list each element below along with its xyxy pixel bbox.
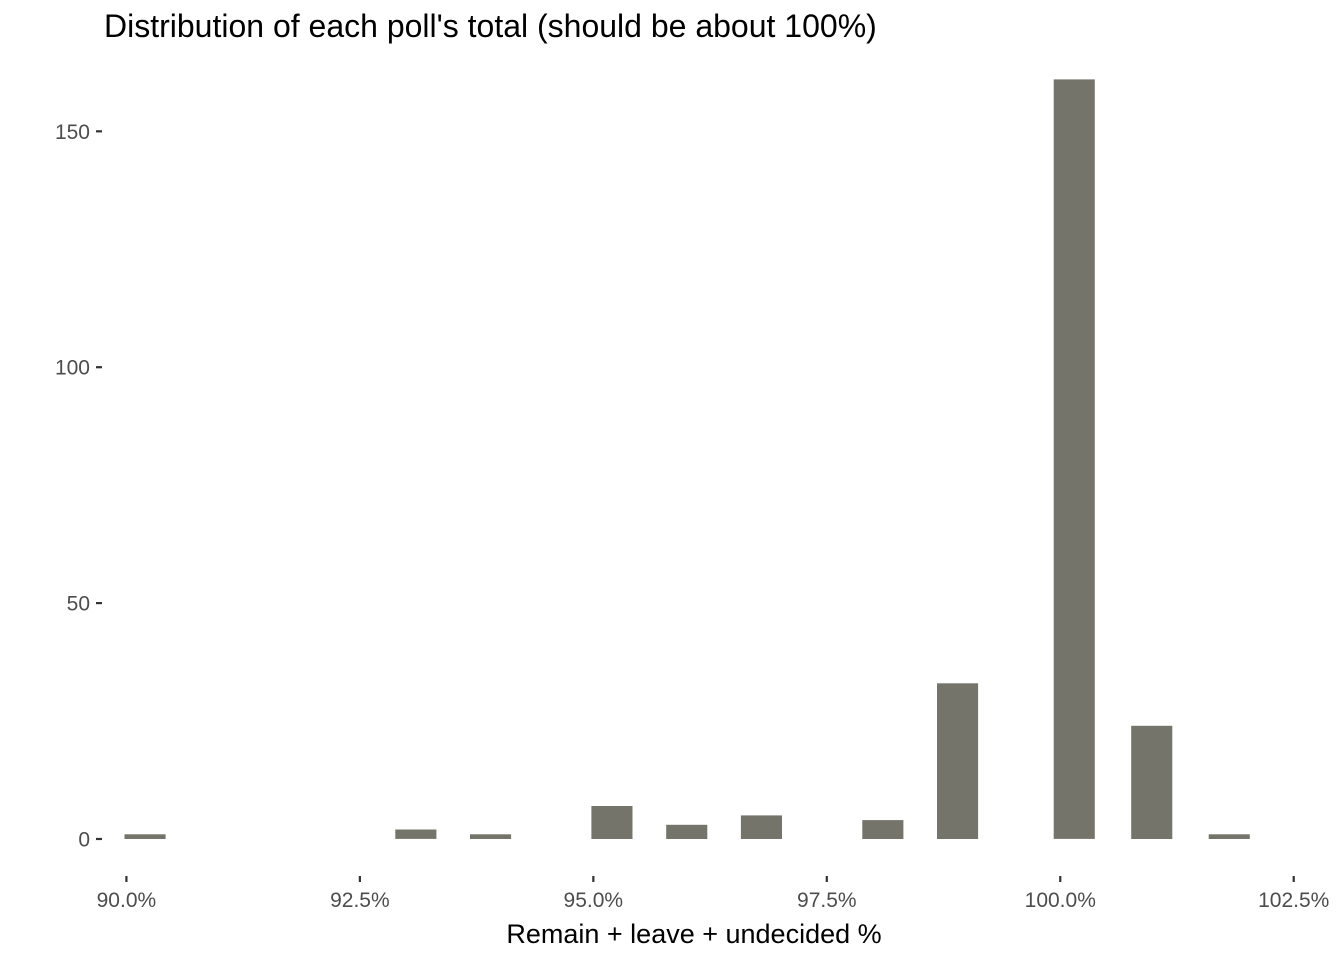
histogram-bar [124,834,166,839]
x-axis-title: Remain + leave + undecided % [506,919,881,949]
y-tick-label: 0 [78,828,90,851]
y-tick-label: 150 [55,121,90,144]
histogram-bar [591,806,633,839]
histogram-bar [1131,725,1173,839]
histogram-bar [937,683,979,839]
x-tick-label: 90.0% [97,889,157,912]
histogram-bar [666,824,708,839]
histogram-bar [470,834,512,839]
x-tick-label: 92.5% [330,889,390,912]
histogram-bar [740,815,782,839]
chart-title: Distribution of each poll's total (shoul… [104,8,877,44]
histogram-bar [862,820,904,839]
x-tick-label: 97.5% [797,889,857,912]
histogram-bar [1208,834,1250,839]
x-tick-label: 95.0% [564,889,624,912]
y-tick-label: 50 [67,593,90,616]
histogram-bar [1053,79,1095,839]
bars-layer [124,79,1250,839]
histogram-bar [395,829,437,839]
x-axis: 90.0% 92.5% 95.0% 97.5% 100.0% 102.5% [97,876,1329,912]
y-tick-label: 100 [55,357,90,380]
y-axis: 0 50 100 150 [55,121,102,851]
x-tick-label: 102.5% [1258,889,1329,912]
x-tick-label: 100.0% [1025,889,1096,912]
